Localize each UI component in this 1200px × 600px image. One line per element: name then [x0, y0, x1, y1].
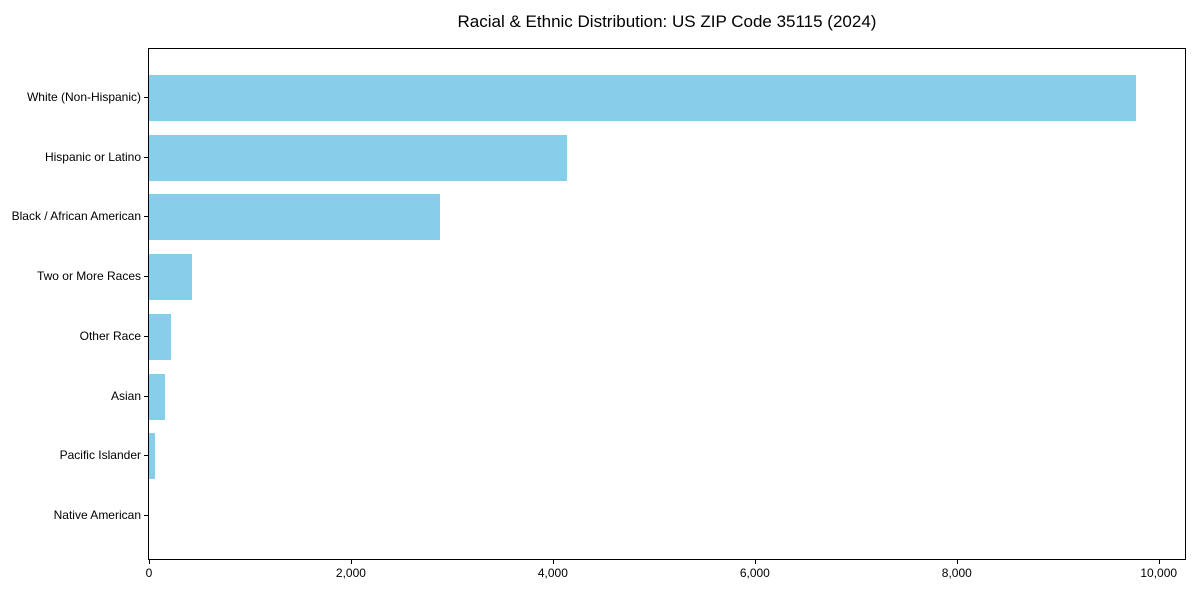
x-tick-mark [956, 560, 958, 564]
y-tick-label: Native American [53, 507, 141, 522]
plot-area [148, 48, 1186, 560]
chart-title: Racial & Ethnic Distribution: US ZIP Cod… [457, 12, 877, 31]
x-tick-mark [552, 560, 554, 564]
bar-white-non-hispanic [149, 75, 1136, 121]
y-tick-label: Other Race [79, 328, 141, 343]
x-tick-mark [1158, 560, 1160, 564]
x-tick-mark [754, 560, 756, 564]
bar-hispanic-or-latino [149, 134, 568, 181]
bar-pacific-islander [149, 433, 156, 480]
bar-asian [149, 373, 166, 420]
x-tick-label: 8,000 [941, 566, 972, 580]
x-tick-label: 4,000 [537, 566, 568, 580]
y-tick-label: Pacific Islander [59, 448, 141, 463]
x-tick-label: 0 [145, 566, 153, 580]
y-tick-mark [144, 335, 148, 337]
bar-two-or-more-races [149, 254, 192, 301]
x-tick-label: 10,000 [1140, 566, 1178, 580]
y-tick-mark [144, 156, 148, 158]
y-tick-label: White (Non-Hispanic) [26, 90, 141, 104]
y-tick-label: Black / African American [11, 209, 141, 224]
x-tick-mark [149, 560, 150, 564]
y-tick-mark [144, 455, 148, 457]
y-tick-mark [144, 216, 148, 218]
y-tick-mark [144, 514, 148, 516]
x-tick-mark [350, 560, 352, 564]
y-tick-mark [144, 97, 148, 98]
y-tick-mark [144, 276, 148, 278]
x-tick-label: 2,000 [335, 566, 366, 580]
bar-black-african-american [149, 194, 440, 241]
y-tick-mark [144, 395, 148, 397]
y-tick-label: Asian [110, 388, 141, 403]
x-tick-label: 6,000 [739, 566, 770, 580]
bar-other-race [149, 313, 171, 360]
y-tick-label: Hispanic or Latino [44, 149, 141, 164]
y-tick-label: Two or More Races [36, 269, 141, 284]
